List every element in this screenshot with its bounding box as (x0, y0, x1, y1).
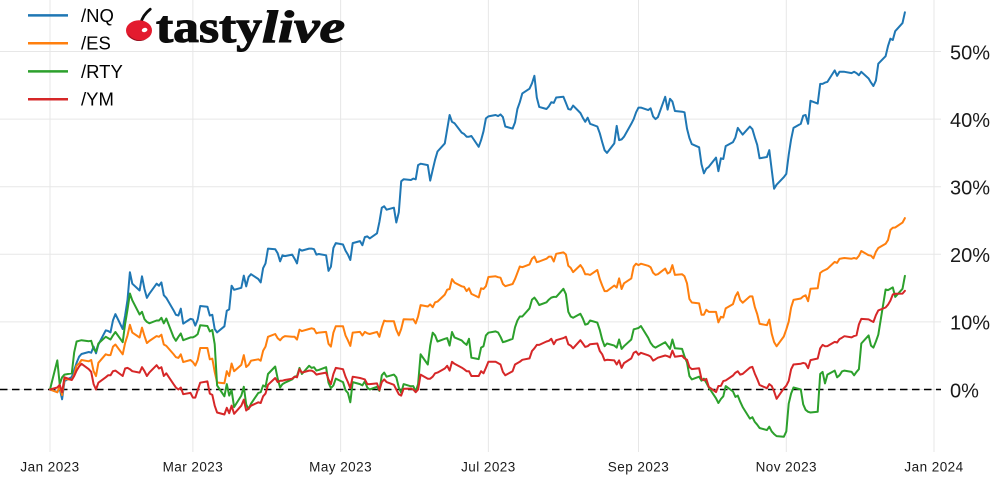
svg-text:May 2023: May 2023 (309, 460, 372, 475)
svg-text:40%: 40% (950, 110, 990, 132)
svg-text:/NQ: /NQ (81, 5, 114, 26)
svg-text:30%: 30% (950, 178, 990, 200)
svg-text:/YM: /YM (81, 89, 114, 110)
svg-text:0%: 0% (950, 380, 979, 402)
svg-text:live: live (262, 1, 345, 52)
svg-text:/RTY: /RTY (81, 61, 123, 82)
svg-text:Jan 2023: Jan 2023 (20, 460, 79, 475)
svg-text:Sep 2023: Sep 2023 (608, 460, 669, 475)
svg-text:tasty: tasty (156, 1, 262, 52)
svg-text:Mar 2023: Mar 2023 (163, 460, 224, 475)
svg-text:10%: 10% (950, 313, 990, 335)
svg-text:Nov 2023: Nov 2023 (756, 460, 817, 475)
svg-text:50%: 50% (950, 42, 990, 64)
svg-text:Jul 2023: Jul 2023 (461, 460, 516, 475)
svg-text:/ES: /ES (81, 33, 111, 54)
svg-text:20%: 20% (950, 245, 990, 267)
svg-text:Jan 2024: Jan 2024 (904, 460, 963, 475)
